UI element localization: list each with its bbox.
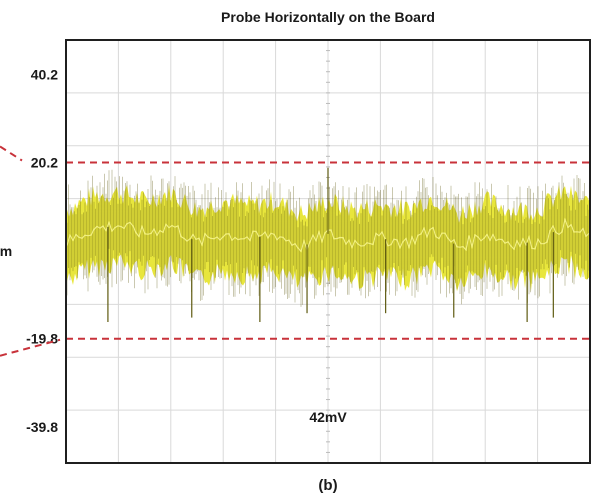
chart-title: Probe Horizontally on the Board xyxy=(221,9,435,25)
y-tick-labels: 40.2 20.2 -19.8 -39.8 xyxy=(26,66,58,435)
annotation-42mv: 42mV xyxy=(309,409,347,425)
connector-lower xyxy=(0,338,61,357)
left-connector-lines xyxy=(0,145,61,357)
y-tick-label: -19.8 xyxy=(26,331,58,347)
y-tick-label: -39.8 xyxy=(26,419,58,435)
y-axis-label-fragment: m xyxy=(0,243,12,259)
threshold-lines xyxy=(66,161,590,340)
plot-frame xyxy=(65,39,591,464)
y-tick-label: 40.2 xyxy=(31,66,58,82)
caption: (b) xyxy=(318,477,337,494)
connector-upper xyxy=(0,145,23,162)
noise-trace xyxy=(66,167,590,322)
y-tick-label: 20.2 xyxy=(31,154,58,170)
